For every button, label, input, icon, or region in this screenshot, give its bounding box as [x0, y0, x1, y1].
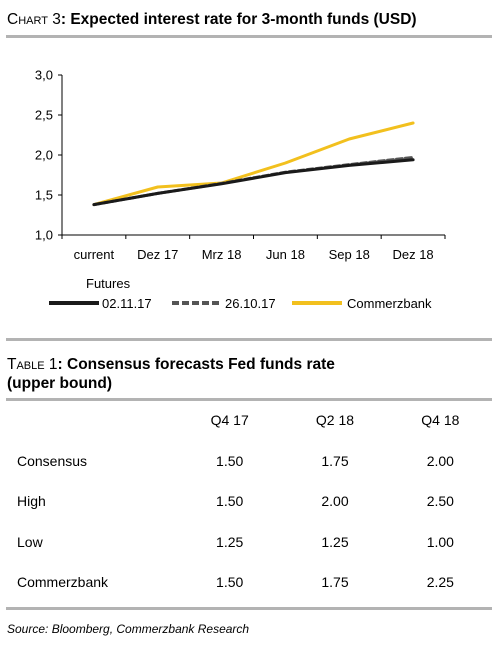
legend-title: Futures — [86, 276, 131, 291]
y-tick-label: 2,5 — [35, 108, 53, 123]
x-tick-label: Dez 17 — [137, 247, 178, 262]
table-cell: 1.00 — [426, 533, 454, 550]
table-top-rule — [6, 398, 492, 401]
chart-top-rule — [6, 35, 492, 38]
column-header: Q4 18 — [421, 412, 460, 429]
header-empty-cell — [7, 400, 177, 441]
x-tick-label: Mrz 18 — [202, 247, 242, 262]
table-cell: 1.50 — [216, 493, 244, 510]
table-cell: 1.25 — [321, 533, 349, 550]
y-axis-ticks: 1,0 1,5 2,0 2,5 3,0 — [35, 68, 62, 243]
series-line-commerzbank — [92, 121, 415, 207]
table-cell: 1.75 — [321, 574, 349, 591]
chart-title: Expected interest rate for 3-month funds… — [70, 11, 417, 28]
table-heading: Table 1: Consensus forecasts Fed funds r… — [7, 356, 335, 392]
y-tick-label: 1,0 — [35, 228, 53, 243]
table-cell: 1.25 — [216, 533, 244, 550]
table-cell: 1.50 — [216, 452, 244, 469]
column-header: Q4 17 — [210, 412, 249, 429]
series-lines — [92, 121, 415, 207]
x-axis-ticks: current Dez 17 Mrz 18 Jun 18 Sep 18 Dez 18 — [61, 235, 446, 262]
table-cell: 2.25 — [426, 574, 454, 591]
legend-item-02-11-17-label: 02.11.17 — [102, 296, 152, 311]
legend-item-commerzbank-label: Commerzbank — [347, 296, 432, 311]
table-row: Commerzbank 1.50 1.75 2.25 — [7, 562, 493, 603]
series-line-futures-02-11-17 — [92, 158, 415, 207]
row-label: Commerzbank — [17, 574, 109, 591]
table-cell: 1.50 — [216, 574, 244, 591]
y-tick-label: 2,0 — [35, 148, 53, 163]
table-cell: 2.50 — [426, 493, 454, 510]
table-header-row: Q4 17 Q2 18 Q4 18 — [7, 400, 493, 441]
source-note: Source: Bloomberg, Commerzbank Research — [7, 622, 250, 636]
chart-bottom-rule — [6, 338, 492, 341]
table-row: Low 1.25 1.25 1.00 — [7, 522, 493, 563]
table-cell: 2.00 — [321, 493, 349, 510]
x-tick-label: Jun 18 — [266, 247, 305, 262]
legend-item-26-10-17-label: 26.10.17 — [225, 296, 276, 311]
legend: 02.11.17 26.10.17 Commerzbank — [49, 296, 432, 311]
column-header: Q2 18 — [315, 412, 355, 429]
table-prefix: Table 1 — [7, 356, 58, 373]
y-tick-label: 3,0 — [35, 68, 53, 83]
row-label: High — [17, 493, 46, 510]
x-tick-label: current — [74, 247, 115, 262]
chart-area: 1,0 1,5 2,0 2,5 3,0 current Dez 17 Mrz 18 Jun 1… — [35, 68, 446, 311]
chart-heading: Chart 3: Expected interest rate for 3-mo… — [7, 11, 417, 28]
x-tick-label: Dez 18 — [392, 247, 433, 262]
chart-axes — [61, 75, 445, 236]
chart-prefix: Chart 3 — [7, 11, 61, 28]
row-label: Consensus — [17, 452, 88, 469]
table-cell: 2.00 — [426, 452, 454, 469]
table-bottom-rule — [6, 607, 492, 610]
table-subtitle: (upper bound) — [7, 375, 113, 392]
row-label: Low — [17, 533, 43, 550]
x-tick-label: Sep 18 — [329, 247, 370, 262]
table-title: Consensus forecasts Fed funds rate — [67, 356, 335, 373]
table-cell: 1.75 — [321, 452, 349, 469]
table-row: High 1.50 2.00 2.50 — [7, 481, 493, 522]
forecast-table: Q4 17 Q2 18 Q4 18 Consensus 1.50 1.75 2.… — [7, 400, 493, 603]
table-row: Consensus 1.50 1.75 2.00 — [7, 441, 493, 482]
y-tick-label: 1,5 — [35, 188, 53, 203]
